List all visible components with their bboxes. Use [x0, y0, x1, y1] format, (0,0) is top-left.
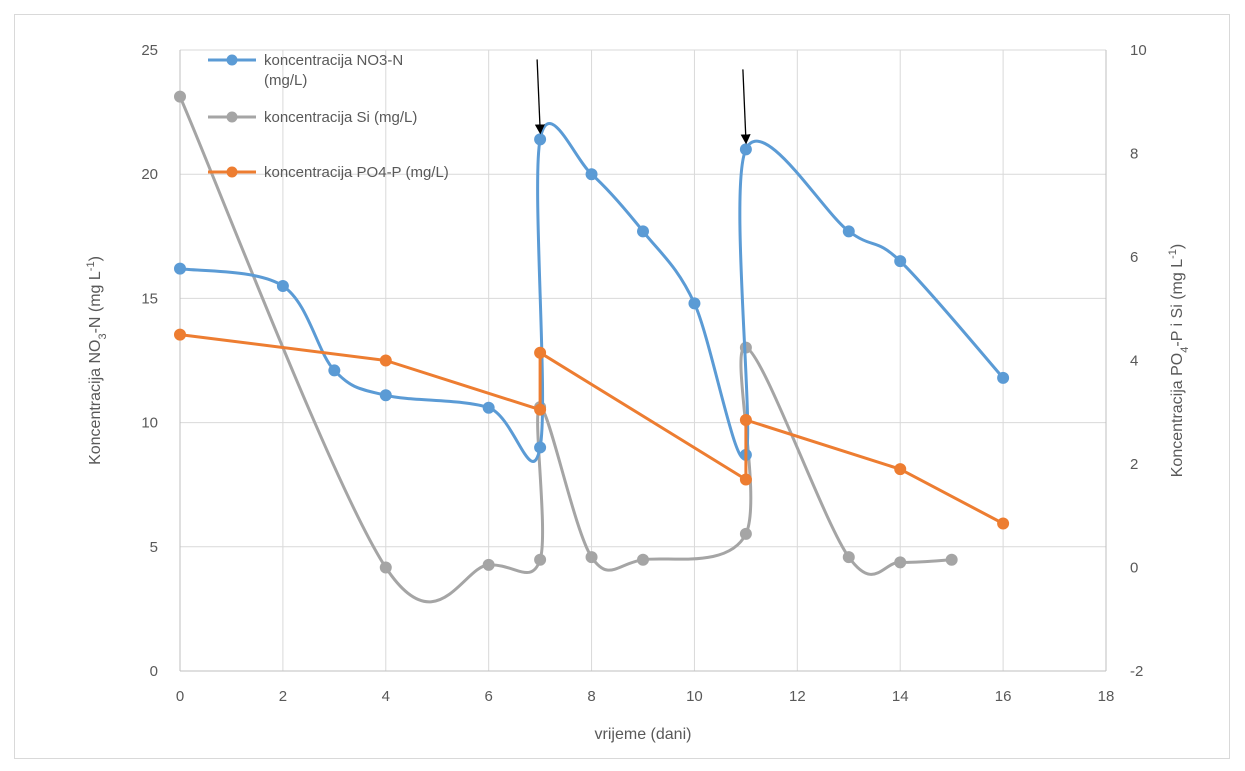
data-point-po4p: [534, 346, 547, 359]
y-right-tick-label: 0: [1130, 560, 1138, 577]
data-point-no3n: [585, 168, 598, 181]
annotation-arrow: [534, 59, 545, 135]
data-point-si: [585, 551, 598, 564]
legend-label-no3n: koncentracija NO3-N (mg/L): [264, 52, 403, 89]
y-left-tick-label: 15: [141, 290, 158, 307]
data-point-si: [894, 556, 907, 569]
y-left-tick-label: 10: [141, 415, 158, 432]
series-line-no3n: [178, 121, 1005, 463]
data-point-po4p: [174, 328, 186, 341]
x-tick-label: 2: [279, 688, 287, 705]
data-point-no3n: [379, 389, 392, 402]
y-left-tick-label: 20: [141, 166, 158, 183]
data-point-si: [842, 551, 855, 564]
series-layer: [174, 90, 1010, 604]
data-point-no3n: [997, 371, 1010, 384]
data-point-no3n: [276, 279, 289, 292]
y-axis-right-title: Koncentracija PO4-P i Si (mg L-1): [1167, 244, 1191, 477]
y-right-tick-label: -2: [1130, 663, 1143, 680]
data-point-no3n: [534, 133, 547, 146]
data-point-no3n: [637, 225, 649, 238]
data-point-no3n: [688, 297, 701, 310]
y-right-tick-label: 4: [1130, 353, 1138, 370]
chart-frame: [14, 14, 1230, 759]
data-point-no3n: [534, 441, 547, 454]
gridlines: [179, 49, 1107, 672]
data-point-si: [482, 558, 495, 571]
data-point-no3n: [739, 143, 752, 156]
y-left-tick-label: 5: [150, 539, 158, 556]
y-right-tick-label: 8: [1130, 146, 1138, 163]
data-point-po4p: [379, 354, 392, 367]
legend-marker-si: [226, 111, 238, 123]
y-right-tick-label: 10: [1130, 42, 1147, 59]
data-point-si: [739, 527, 752, 540]
legend-label-po4p: koncentracija PO4-P (mg/L): [264, 164, 449, 181]
legend-marker-po4p: [226, 166, 238, 178]
data-point-si: [379, 561, 392, 574]
x-tick-label: 12: [789, 688, 806, 705]
data-point-si: [534, 553, 547, 566]
legend: koncentracija NO3-N (mg/L) koncentracija S…: [208, 52, 449, 181]
annotation-layer: [534, 59, 751, 145]
axes: 0 5 10 15 20 25 0 2 4 6 8 10 12 14 16 18 -2 0 2 4 6 8 10: [141, 42, 1146, 705]
x-tick-label: 4: [382, 688, 390, 705]
x-tick-label: 0: [176, 688, 184, 705]
legend-label-line: koncentracija NO3-N: [264, 52, 403, 69]
legend-marker-no3n: [226, 54, 238, 66]
legend-label-line: (mg/L): [264, 72, 307, 89]
data-point-po4p: [739, 414, 752, 427]
series-line-po4p: [178, 333, 1005, 525]
data-point-no3n: [842, 225, 855, 238]
legend-label-si: koncentracija Si (mg/L): [264, 109, 417, 126]
y-left-tick-label: 0: [150, 663, 158, 680]
data-point-no3n: [174, 262, 186, 275]
x-tick-label: 8: [587, 688, 595, 705]
x-axis-title: vrijeme (dani): [595, 726, 692, 743]
y-right-tick-label: 2: [1130, 456, 1138, 473]
data-point-si: [637, 553, 649, 566]
x-tick-label: 6: [484, 688, 492, 705]
data-point-po4p: [534, 403, 547, 416]
x-tick-label: 16: [995, 688, 1012, 705]
data-point-si: [945, 553, 958, 566]
x-tick-label: 14: [892, 688, 909, 705]
x-tick-label: 10: [686, 688, 703, 705]
data-point-no3n: [894, 255, 907, 268]
y-left-tick-label: 25: [141, 42, 158, 59]
annotation-arrow: [740, 69, 751, 145]
data-point-no3n: [482, 401, 495, 414]
data-point-po4p: [894, 463, 907, 476]
y-axis-left-title: Koncentracija NO3-N (mg L-1): [85, 256, 109, 465]
y-right-tick-label: 6: [1130, 249, 1138, 266]
data-point-po4p: [739, 473, 752, 486]
data-point-no3n: [328, 364, 341, 377]
data-point-si: [174, 90, 186, 103]
x-tick-label: 18: [1098, 688, 1115, 705]
data-point-po4p: [997, 517, 1010, 530]
